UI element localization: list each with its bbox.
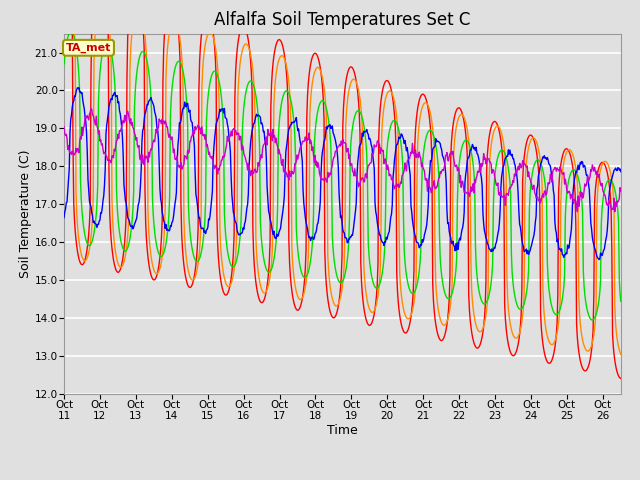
X-axis label: Time: Time — [327, 424, 358, 437]
Title: Alfalfa Soil Temperatures Set C: Alfalfa Soil Temperatures Set C — [214, 11, 470, 29]
Text: TA_met: TA_met — [66, 43, 111, 53]
Y-axis label: Soil Temperature (C): Soil Temperature (C) — [19, 149, 32, 278]
Legend: -2cm, -4cm, -8cm, -16cm, -32cm: -2cm, -4cm, -8cm, -16cm, -32cm — [150, 479, 535, 480]
